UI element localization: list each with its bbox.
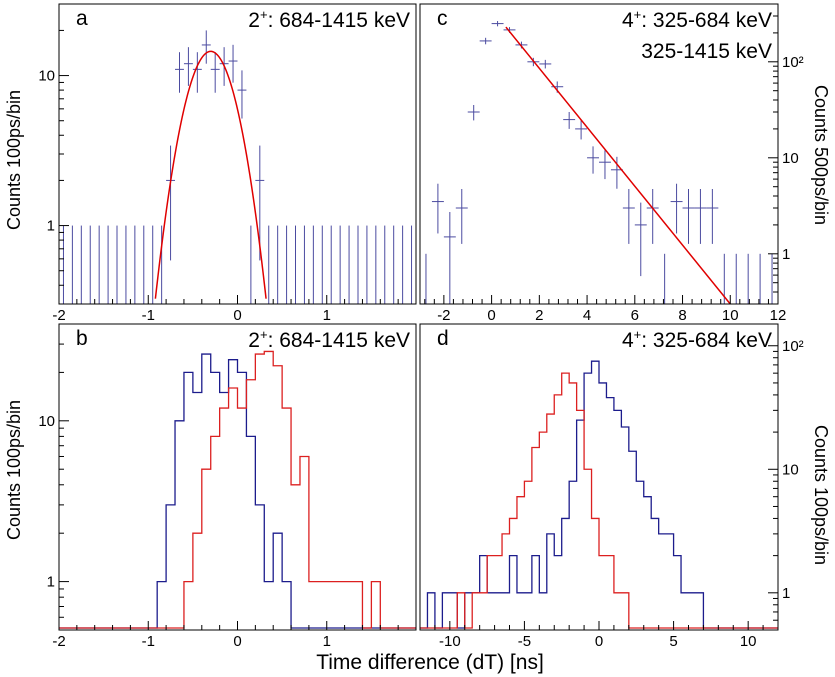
panel-d-xtick-label: -10	[439, 633, 461, 650]
panel-a-data-point	[201, 30, 211, 64]
panel-b: -2 -1 0 1 1 10 b 2+: 684-1415 keV	[38, 323, 417, 650]
panel-a-data-point	[192, 52, 202, 93]
panel-c-data-point	[634, 202, 647, 277]
panel-a-data-point	[175, 52, 184, 93]
panel-c-data-point	[682, 188, 695, 244]
panel-b-xtick-label: -1	[142, 633, 155, 650]
panel-d-ylabel: Counts 100ps/bin	[811, 425, 831, 565]
panel-d-xtick-label: 0	[595, 633, 603, 650]
panel-c-xtick-label: 12	[770, 307, 787, 324]
panel-d-xtick-label: -5	[518, 633, 531, 650]
panel-d-ytick-label: 10	[782, 461, 799, 478]
panel-c-ylabel: Counts 500ps/bin	[811, 85, 831, 225]
panel-c-data-point	[610, 156, 623, 189]
panel-c-ytick-label: 1	[782, 246, 790, 263]
panel-d-histogram-blue	[420, 360, 778, 629]
panel-c-ytick-label: 10²	[782, 54, 804, 71]
panel-b-letter: b	[76, 327, 88, 350]
panel-c-xtick-label: 10	[722, 307, 739, 324]
panel-c-data-point	[706, 188, 719, 244]
panel-c-xtick-label: 6	[631, 307, 639, 324]
panel-b-xtick-label: -2	[52, 633, 65, 650]
panel-a-title: 2+: 684-1415 keV	[248, 7, 410, 32]
panel-d-title: 4+: 325-684 keV	[622, 327, 772, 352]
panel-c-data-point	[539, 59, 552, 69]
panel-c-data-point	[575, 120, 588, 140]
panel-c-xtick-label: -2	[437, 307, 450, 324]
panel-a-fit-curve	[154, 50, 267, 299]
panel-a-data-point	[210, 52, 220, 93]
panel-c-data-point	[563, 111, 576, 129]
panel-a-xtick-label: 1	[323, 307, 331, 324]
panel-d-xtick-label: 10	[740, 633, 757, 650]
panel-c-frame	[419, 3, 779, 305]
panel-a-xtick-label: -1	[142, 307, 155, 324]
panel-b-histogram-red	[59, 350, 416, 629]
panel-a-data-point	[228, 44, 238, 83]
panel-b-title-spin: 2	[248, 329, 260, 352]
panel-c-data-point	[646, 188, 659, 244]
x-axis-title: Time difference (dT) [ns]	[316, 651, 544, 674]
panel-d-ytick-label: 10²	[782, 338, 804, 355]
panel-c-data-point	[443, 212, 456, 304]
panel-a-ytick-label: 10	[38, 68, 55, 85]
panel-d-letter: d	[437, 327, 449, 350]
panel-a-data-point	[237, 70, 247, 119]
panel-a-title-parity: +	[260, 7, 268, 22]
panel-d-title-parity: +	[634, 327, 642, 342]
panel-c-data-point	[622, 188, 635, 244]
panel-b-histogram-blue	[59, 353, 416, 629]
panel-b-title-energies: : 684-1415 keV	[268, 329, 410, 352]
panel-c-title-spin: 4	[622, 9, 634, 32]
panel-b-xtick-label: 0	[233, 633, 241, 650]
panel-c-data-point	[587, 146, 599, 174]
panel-c-title: 4+: 325-684 keV	[622, 7, 772, 32]
panel-a: -2 -1 0 1 1 10 a 2+: 684-1415 keV	[38, 3, 417, 324]
panel-c-title-line2: 325-1415 keV	[641, 40, 772, 63]
panel-d-title-energies: : 325-684 keV	[641, 329, 772, 352]
panel-c-xtick-label: 4	[583, 307, 591, 324]
panel-c-data-point	[479, 37, 492, 45]
panel-d-xtick-label: 5	[669, 633, 677, 650]
panel-c-title-parity: +	[634, 7, 642, 22]
panel-b-ylabel: Counts 100ps/bin	[4, 400, 24, 540]
panel-a-xtick-label: 0	[233, 307, 241, 324]
panel-c-xtick-label: 0	[487, 307, 495, 324]
panel-d: -10 -5 0 5 10 1 10 10² d 4+: 325-684 keV	[419, 323, 804, 650]
panel-a-title-energies: : 684-1415 keV	[268, 9, 410, 32]
panel-c-data-point	[599, 150, 611, 180]
panel-b-title: 2+: 684-1415 keV	[248, 327, 410, 352]
panel-c-data-point	[455, 188, 468, 244]
panel-b-xtick-label: 1	[323, 633, 331, 650]
panel-c-data-point	[491, 21, 504, 27]
panel-c-data-point	[670, 183, 683, 234]
panel-c-ytick-label: 10	[782, 150, 799, 167]
panel-c-fit-line	[505, 26, 731, 305]
panel-b-ytick-label: 1	[47, 574, 55, 591]
panel-a-title-spin: 2	[248, 9, 260, 32]
panel-d-ytick-label: 1	[782, 585, 790, 602]
panel-b-ytick-label: 10	[38, 413, 55, 430]
panel-d-histogram-red	[420, 372, 778, 629]
panel-a-xtick-label: -2	[52, 307, 65, 324]
panel-c-data-point	[431, 183, 444, 234]
panel-a-letter: a	[76, 7, 88, 30]
panel-c-xtick-label: 2	[535, 307, 543, 324]
panel-d-title-spin: 4	[622, 329, 634, 352]
panel-c-data-point	[467, 105, 480, 121]
panel-a-data-point	[183, 47, 193, 86]
panel-c-letter: c	[437, 7, 448, 30]
panel-c-data-point	[694, 188, 707, 244]
panel-c-title-energies: : 325-684 keV	[641, 9, 772, 32]
panel-a-ytick-label: 1	[47, 218, 55, 235]
panel-a-ylabel: Counts 100ps/bin	[4, 90, 24, 230]
panel-a-frame	[58, 3, 417, 305]
panel-c-xtick-label: 8	[678, 307, 686, 324]
panel-b-title-parity: +	[260, 327, 268, 342]
